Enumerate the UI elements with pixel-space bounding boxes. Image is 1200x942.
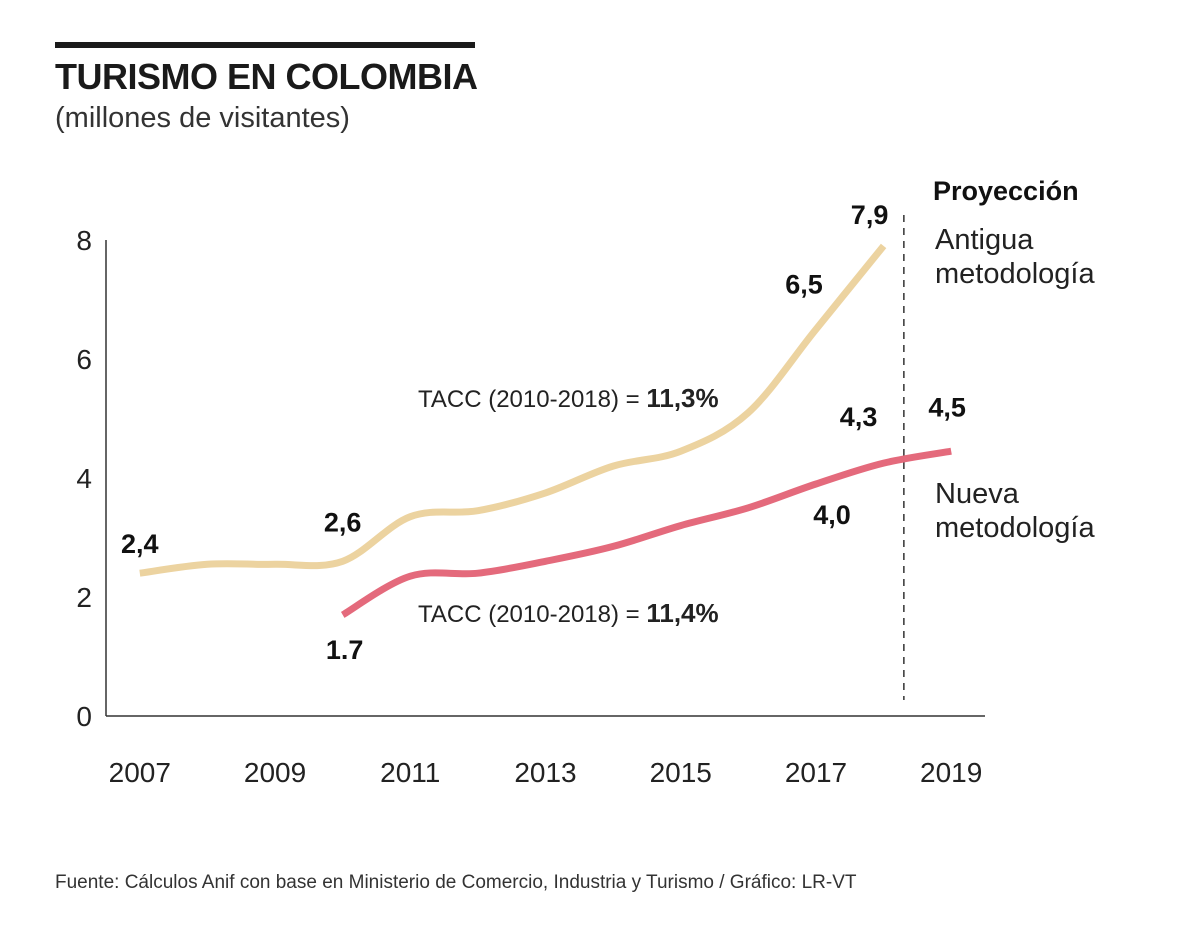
data-label: 4,0 xyxy=(813,500,851,530)
tacc-annotation-nueva: TACC (2010-2018) = 11,4% xyxy=(418,598,719,628)
x-tick-label: 2013 xyxy=(514,757,576,788)
data-label: 2,4 xyxy=(121,529,159,559)
y-tick-label: 6 xyxy=(76,344,92,375)
x-tick-label: 2019 xyxy=(920,757,982,788)
tacc-annotation-antigua: TACC (2010-2018) = 11,3% xyxy=(418,383,719,413)
legend-antigua-line2: metodología xyxy=(935,258,1095,290)
series-line-nueva xyxy=(340,447,952,618)
x-tick-label: 2007 xyxy=(109,757,171,788)
y-tick-label: 4 xyxy=(76,463,92,494)
chart-axes: 0 2 4 6 8 2007 2009 2011 2013 2015 2017 2019 xyxy=(76,215,985,788)
chart-title: TURISMO EN COLOMBIA xyxy=(55,56,478,97)
data-label: 4,3 xyxy=(840,402,878,432)
y-tick-label: 2 xyxy=(76,582,92,613)
y-tick-label: 8 xyxy=(76,225,92,256)
legend-nueva-line1: Nueva xyxy=(935,478,1020,510)
data-label: 4,5 xyxy=(928,392,966,422)
data-label: 1.7 xyxy=(326,635,364,665)
y-tick-label: 0 xyxy=(76,701,92,732)
x-tick-label: 2009 xyxy=(244,757,306,788)
data-label: 7,9 xyxy=(851,200,889,230)
legend-nueva-line2: metodología xyxy=(935,512,1095,544)
chart-subtitle: (millones de visitantes) xyxy=(55,102,350,134)
series-line-antigua xyxy=(139,243,887,577)
source-note: Fuente: Cálculos Anif con base en Minist… xyxy=(55,872,857,893)
data-label: 6,5 xyxy=(785,269,823,299)
title-rule xyxy=(55,42,475,48)
x-tick-label: 2011 xyxy=(380,757,440,788)
legend-antigua-line1: Antigua xyxy=(935,224,1034,256)
data-label: 2,6 xyxy=(324,507,362,537)
chart-data-labels: 2,4 2,6 6,5 7,9 1.7 4,0 4,3 4,5 xyxy=(121,200,966,665)
x-tick-label: 2017 xyxy=(785,757,847,788)
projection-label: Proyección xyxy=(933,176,1079,206)
chart-series xyxy=(139,243,952,618)
x-tick-label: 2015 xyxy=(650,757,712,788)
